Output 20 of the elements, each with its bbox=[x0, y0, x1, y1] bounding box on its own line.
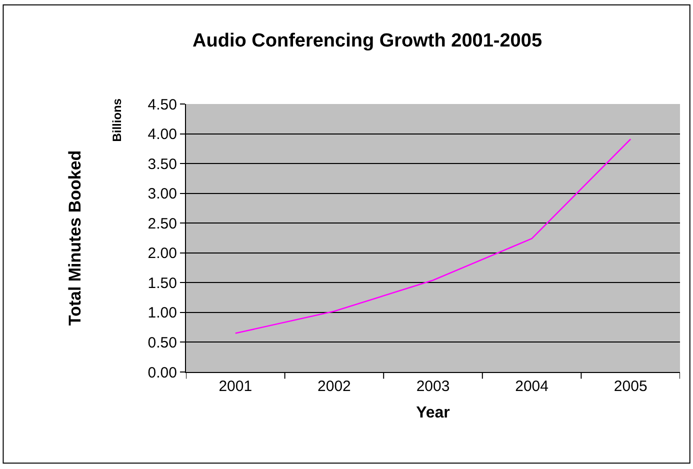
y-tick-label: 2.00 bbox=[148, 245, 177, 262]
x-tick-label: 2005 bbox=[614, 378, 648, 395]
y-axis-title: Total Minutes Booked bbox=[65, 150, 84, 326]
x-tick-label: 2004 bbox=[515, 378, 548, 395]
chart-title: Audio Conferencing Growth 2001-2005 bbox=[192, 30, 542, 52]
y-tick-label: 0.00 bbox=[148, 364, 177, 382]
x-tick-label: 2002 bbox=[318, 378, 351, 395]
y-tick-label: 1.00 bbox=[148, 304, 177, 322]
text: Billions bbox=[110, 98, 124, 142]
y-tick-label: 3.50 bbox=[148, 156, 177, 173]
line-series bbox=[234, 138, 632, 334]
y-tick-label: 3.00 bbox=[148, 186, 177, 203]
x-tick-label: 2003 bbox=[416, 378, 450, 395]
y-tick-label: 0.50 bbox=[148, 334, 177, 352]
x-axis-title: Year bbox=[416, 404, 450, 422]
y-tick-label: 4.50 bbox=[148, 96, 177, 114]
y-tick-label: 2.50 bbox=[148, 215, 177, 232]
x-tick-label: 2001 bbox=[218, 378, 252, 395]
y-tick-label: 4.00 bbox=[148, 126, 177, 144]
y-tick-label: 1.50 bbox=[148, 274, 177, 292]
